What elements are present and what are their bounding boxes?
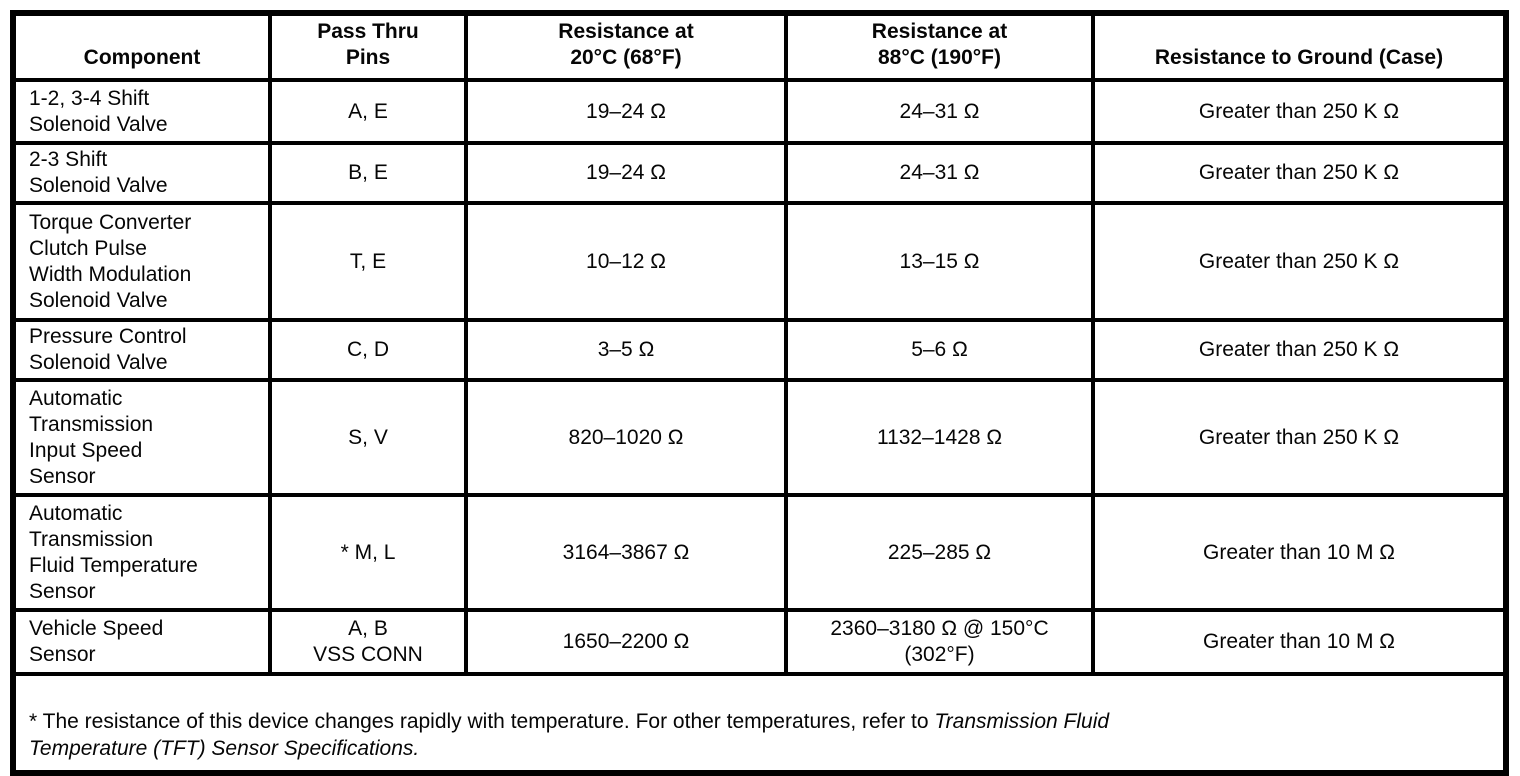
header-row: Component Pass Thru Pins Resistance at 2… [11,11,1508,82]
cell-resistance-ground: Greater than 250 K Ω [1091,201,1508,322]
cell-resistance-20c: 3164–3867 Ω [464,493,788,612]
cell-resistance-88c: 2360–3180 Ω @ 150°C (302°F) [784,608,1095,676]
cell-resistance-20c: 1650–2200 Ω [464,608,788,676]
cell-component: 2-3 Shift Solenoid Valve [11,141,272,205]
cell-pins: T, E [268,201,468,322]
cell-resistance-ground: Greater than 250 K Ω [1091,318,1508,382]
col-header-resistance-88c: Resistance at 88°C (190°F) [784,11,1095,82]
col-header-pass-thru-pins: Pass Thru Pins [268,11,468,82]
table-row: Automatic Transmission Input Speed Senso… [11,378,1508,497]
resistance-spec-table: Component Pass Thru Pins Resistance at 2… [10,10,1509,776]
cell-resistance-88c: 24–31 Ω [784,141,1095,205]
cell-pins: B, E [268,141,468,205]
cell-component: Pressure Control Solenoid Valve [11,318,272,382]
col-header-resistance-20c: Resistance at 20°C (68°F) [464,11,788,82]
table-row: Automatic Transmission Fluid Temperature… [11,493,1508,612]
cell-resistance-88c: 5–6 Ω [784,318,1095,382]
cell-resistance-ground: Greater than 250 K Ω [1091,141,1508,205]
cell-component: 1-2, 3-4 Shift Solenoid Valve [11,78,272,145]
cell-resistance-88c: 225–285 Ω [784,493,1095,612]
footnote-row: * The resistance of this device changes … [11,672,1508,775]
table-row: 2-3 Shift Solenoid Valve B, E 19–24 Ω 24… [11,141,1508,205]
cell-resistance-88c: 13–15 Ω [784,201,1095,322]
cell-resistance-20c: 10–12 Ω [464,201,788,322]
cell-pins: S, V [268,378,468,497]
cell-resistance-20c: 3–5 Ω [464,318,788,382]
footnote-cell: * The resistance of this device changes … [11,672,1508,775]
table-row: Torque Converter Clutch Pulse Width Modu… [11,201,1508,322]
col-header-resistance-ground: Resistance to Ground (Case) [1091,11,1508,82]
cell-component: Torque Converter Clutch Pulse Width Modu… [11,201,272,322]
cell-resistance-ground: Greater than 250 K Ω [1091,78,1508,145]
cell-resistance-ground: Greater than 10 M Ω [1091,493,1508,612]
footnote-text: * The resistance of this device changes … [29,710,935,733]
cell-pins: A, E [268,78,468,145]
table-row: Pressure Control Solenoid Valve C, D 3–5… [11,318,1508,382]
cell-component: Automatic Transmission Fluid Temperature… [11,493,272,612]
cell-component: Vehicle Speed Sensor [11,608,272,676]
cell-resistance-88c: 1132–1428 Ω [784,378,1095,497]
cell-resistance-20c: 820–1020 Ω [464,378,788,497]
table-row: Vehicle Speed Sensor A, B VSS CONN 1650–… [11,608,1508,676]
cell-pins: * M, L [268,493,468,612]
cell-resistance-20c: 19–24 Ω [464,141,788,205]
cell-resistance-ground: Greater than 10 M Ω [1091,608,1508,676]
col-header-component: Component [11,11,272,82]
footnote-reference: Transmission Fluid Temperature (TFT) Sen… [29,710,1110,760]
cell-resistance-20c: 19–24 Ω [464,78,788,145]
cell-resistance-88c: 24–31 Ω [784,78,1095,145]
cell-component: Automatic Transmission Input Speed Senso… [11,378,272,497]
cell-pins: C, D [268,318,468,382]
cell-resistance-ground: Greater than 250 K Ω [1091,378,1508,497]
table-row: 1-2, 3-4 Shift Solenoid Valve A, E 19–24… [11,78,1508,145]
cell-pins: A, B VSS CONN [268,608,468,676]
